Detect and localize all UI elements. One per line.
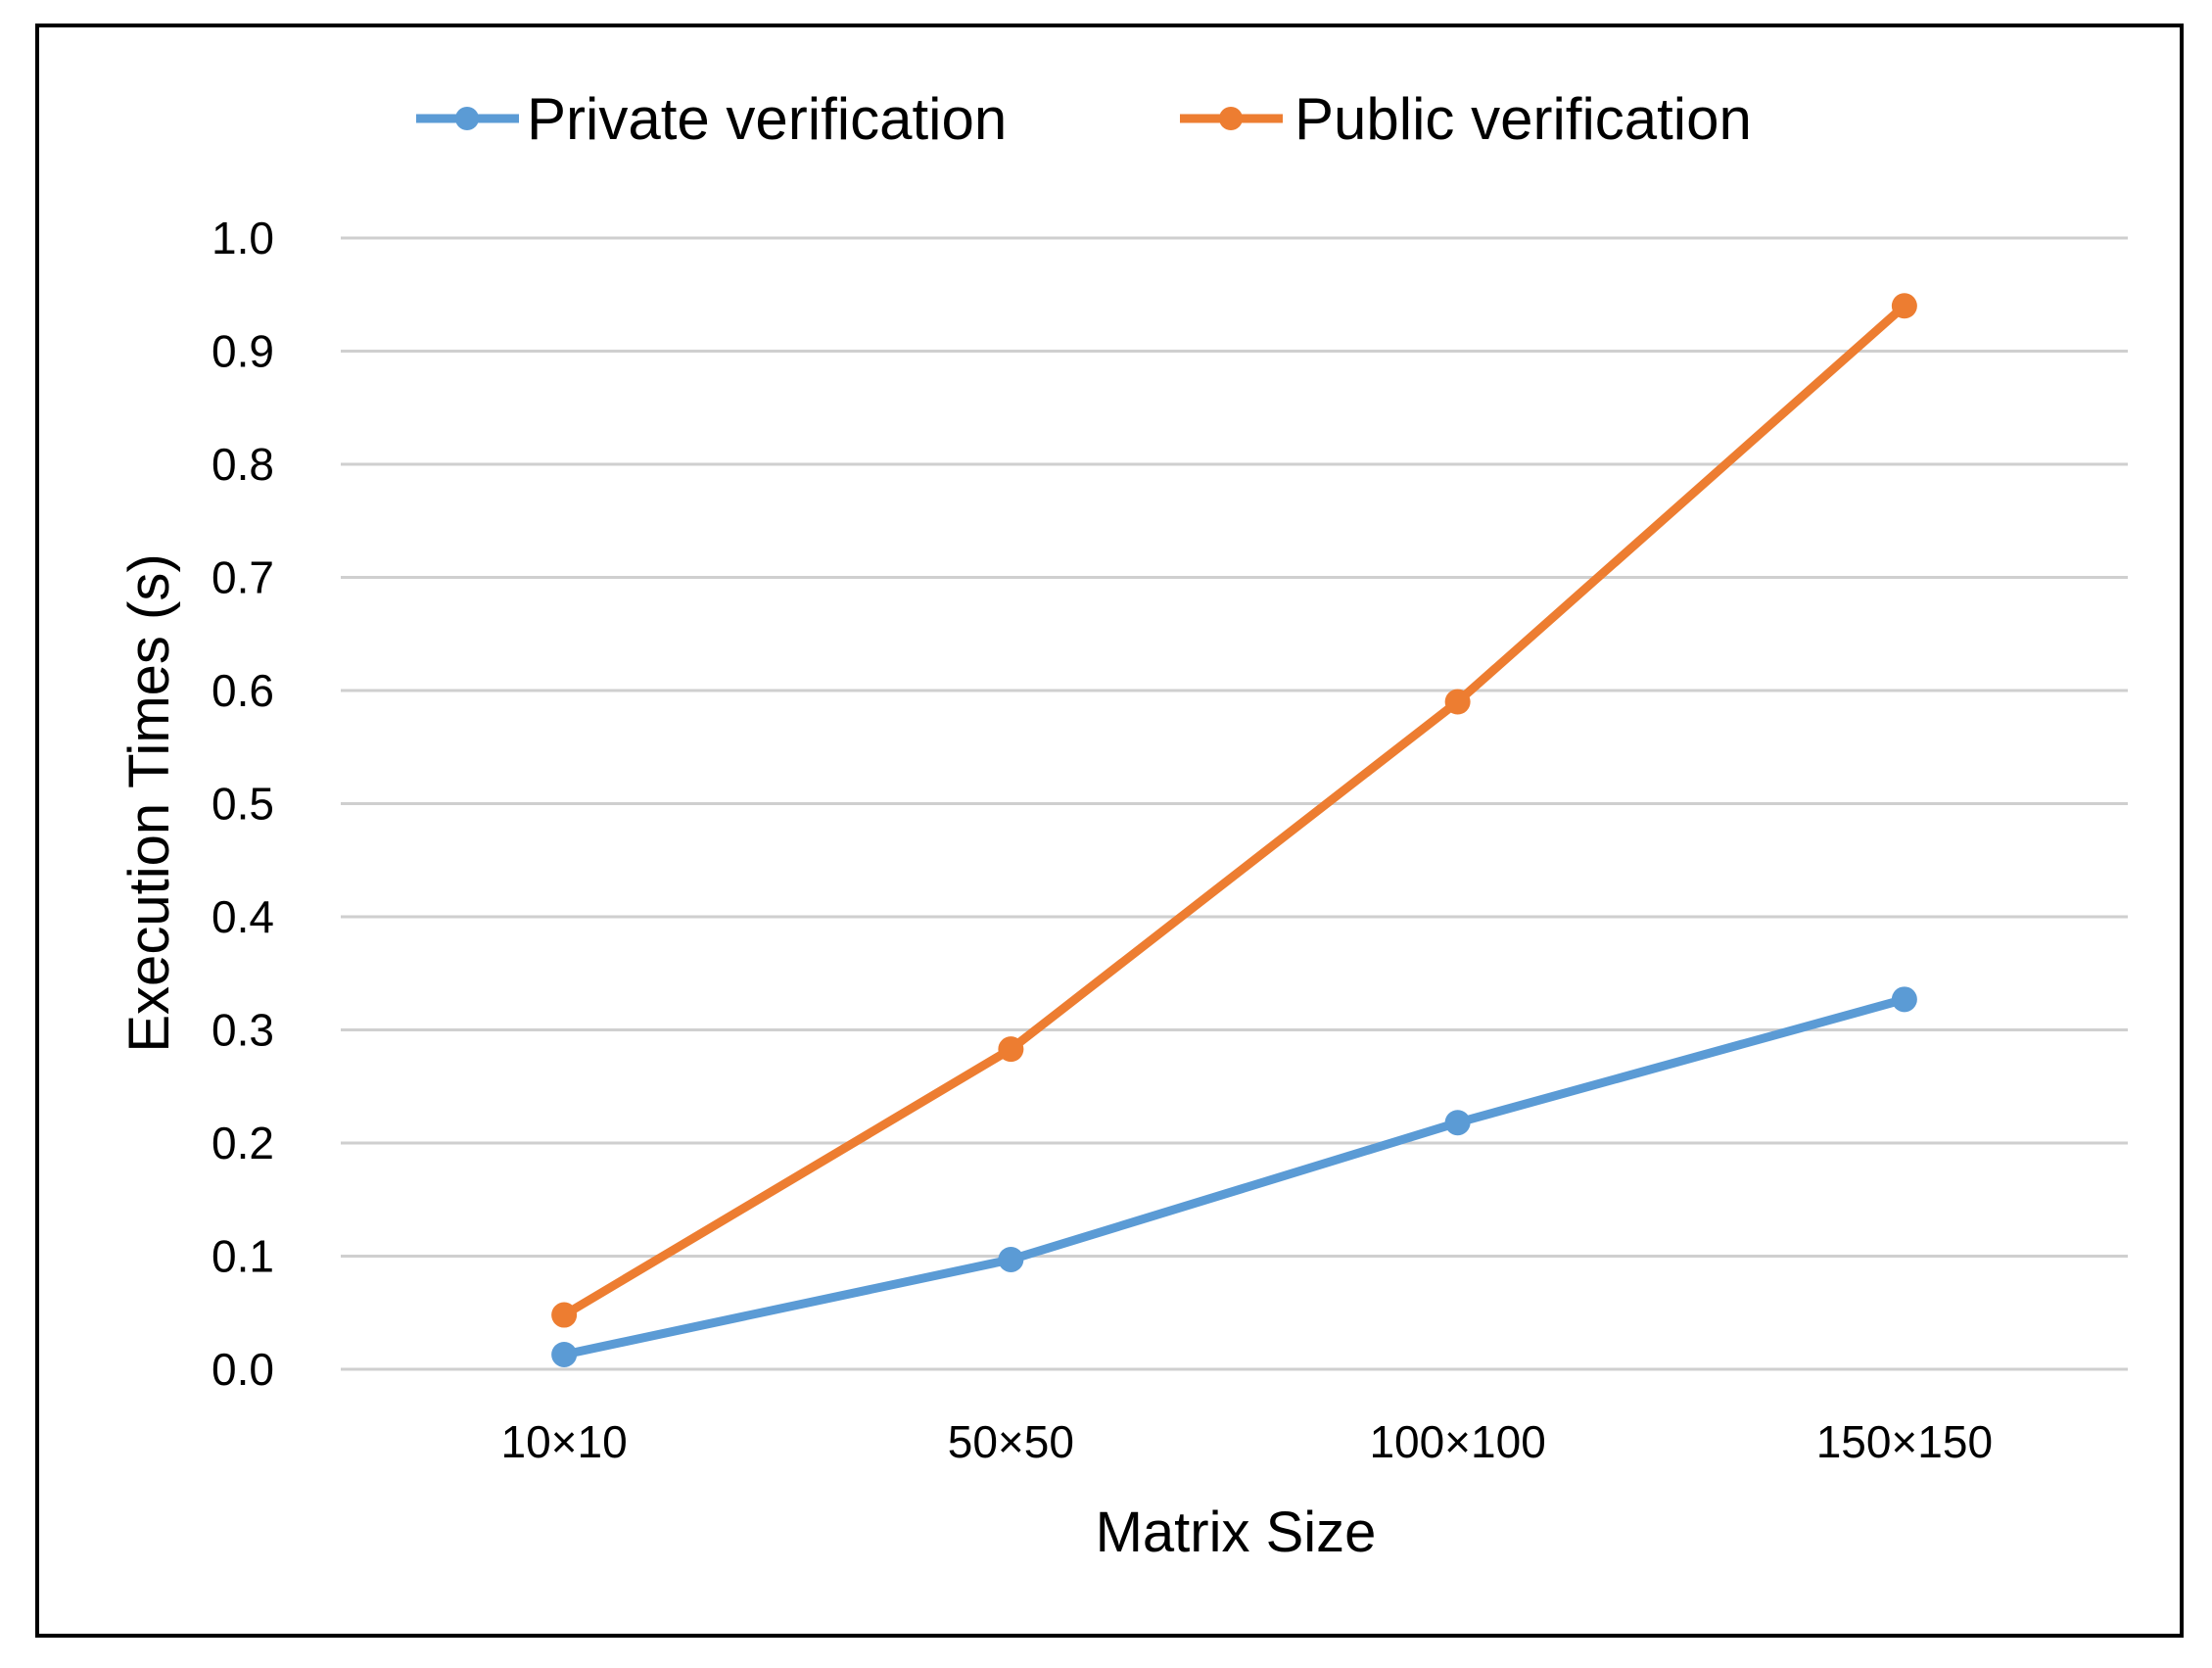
y-tick-label: 1.0: [212, 213, 274, 263]
series-line-public: [561, 302, 1907, 1319]
data-point-private: [1444, 1110, 1471, 1136]
data-point-public: [1891, 293, 1917, 319]
x-axis-ticks: 10×10 50×50 100×100 150×150: [501, 1416, 1994, 1467]
data-point-private: [551, 1341, 578, 1367]
legend-marker-private: [455, 107, 479, 130]
series-layer: [551, 293, 1917, 1367]
legend-item-public: Public verification: [1180, 86, 1752, 152]
y-tick-label: 0.2: [212, 1118, 274, 1168]
legend-label-public: Public verification: [1294, 86, 1752, 152]
x-tick-label: 150×150: [1816, 1416, 1993, 1467]
data-point-private: [998, 1246, 1024, 1272]
legend-item-private: Private verification: [416, 86, 1007, 152]
y-tick-label: 0.9: [212, 326, 274, 377]
series-line-private: [563, 994, 1906, 1359]
legend-marker-public: [1219, 107, 1243, 130]
x-axis-title: Matrix Size: [1096, 1501, 1377, 1564]
y-tick-label: 0.7: [212, 552, 274, 603]
x-tick-label: 50×50: [948, 1416, 1074, 1467]
data-point-public: [998, 1036, 1024, 1063]
legend-label-private: Private verification: [527, 86, 1007, 152]
y-axis-title: Execution Times (s): [118, 553, 181, 1052]
y-tick-label: 0.5: [212, 779, 274, 830]
y-tick-label: 0.8: [212, 439, 274, 490]
data-point-public: [1444, 689, 1471, 715]
legend: Private verification Public verification: [416, 86, 1752, 152]
y-tick-label: 0.3: [212, 1005, 274, 1056]
y-tick-label: 0.4: [212, 891, 274, 942]
y-axis-ticks: 0.0 0.1 0.2 0.3 0.4 0.5 0.6 0.7 0.8 0.9 1.0: [212, 213, 274, 1395]
y-tick-label: 0.0: [212, 1344, 274, 1395]
grid-lines: [341, 236, 2128, 1371]
x-tick-label: 10×10: [501, 1416, 628, 1467]
data-point-private: [1891, 986, 1917, 1013]
x-tick-label: 100×100: [1369, 1416, 1545, 1467]
data-point-public: [551, 1302, 578, 1328]
y-tick-label: 0.6: [212, 665, 274, 716]
y-tick-label: 0.1: [212, 1231, 274, 1282]
